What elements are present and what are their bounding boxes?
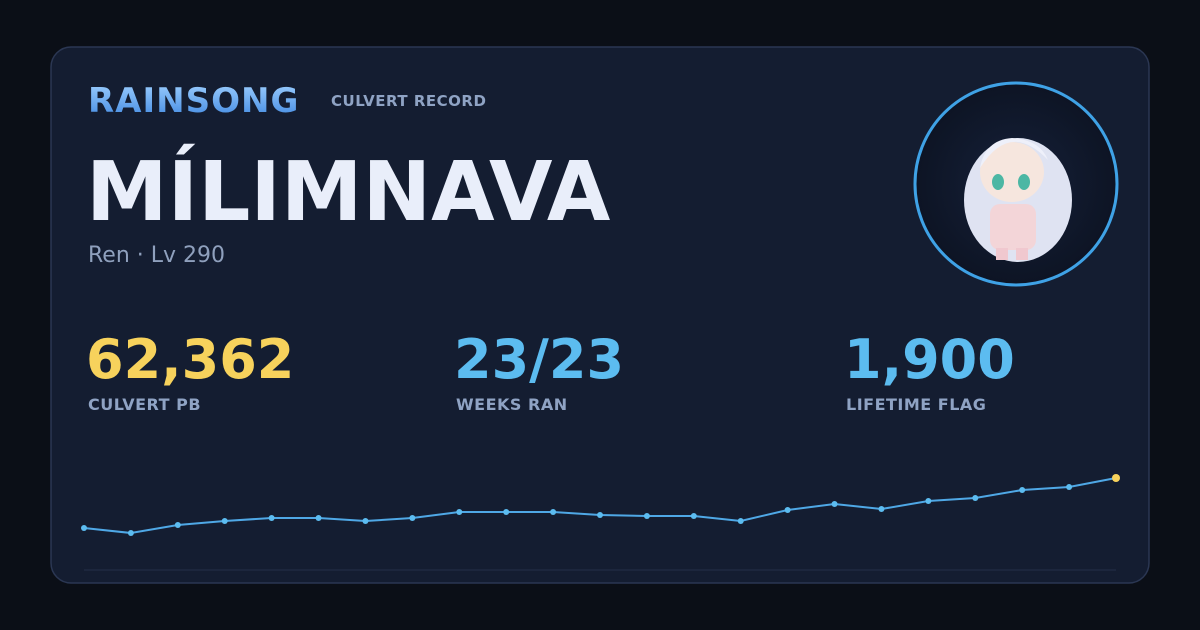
sparkline-point xyxy=(1019,487,1026,493)
sparkline-point xyxy=(81,525,87,531)
character-info: Ren · Lv 290 xyxy=(88,243,225,268)
subtitle: CULVERT RECORD xyxy=(331,92,486,110)
sparkline-point xyxy=(550,509,557,515)
sparkline-point xyxy=(1112,474,1120,482)
sparkline-point xyxy=(878,506,885,512)
sparkline-point xyxy=(1066,484,1073,490)
sparkline-point xyxy=(174,522,181,528)
sparkline-point xyxy=(221,518,228,524)
stat-label: LIFETIME FLAG xyxy=(846,395,986,414)
sparkline-point xyxy=(503,509,510,515)
sparkline-point xyxy=(925,498,932,504)
sparkline-point xyxy=(831,501,838,507)
brand: RAINSONG xyxy=(88,81,299,121)
sparkline-point xyxy=(362,518,369,524)
stat-value: 1,900 xyxy=(844,328,1015,391)
stat-label: CULVERT PB xyxy=(88,395,201,414)
sparkline-point xyxy=(690,513,697,519)
sparkline-point xyxy=(315,515,322,521)
sparkline-point xyxy=(784,507,791,513)
sparkline-point xyxy=(409,515,416,521)
sparkline-point xyxy=(597,512,603,518)
sparkline-point xyxy=(737,518,744,524)
stat-value: 62,362 xyxy=(86,328,294,391)
avatar xyxy=(913,81,1119,287)
sparkline-point xyxy=(456,509,463,515)
stat-value: 23/23 xyxy=(454,328,624,391)
sparkline-point xyxy=(127,530,134,536)
sparkline-point xyxy=(643,513,650,519)
sparkline-point xyxy=(972,495,979,501)
stat-label: WEEKS RAN xyxy=(456,395,568,414)
sparkline-point xyxy=(268,515,275,521)
card xyxy=(50,46,1150,584)
character-name: MÍLIMNAVA xyxy=(86,144,611,240)
